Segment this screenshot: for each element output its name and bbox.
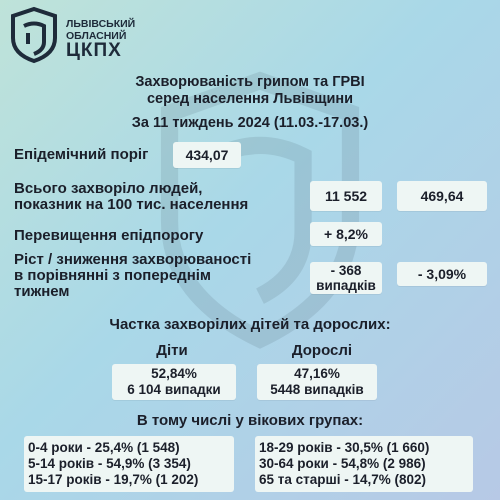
age-groups-adults: 18-29 років - 30,5% (1 660) 30-64 роки -… [255,436,473,492]
children-label: Діти [156,342,188,359]
threshold-label: Епідемічний поріг [14,146,149,163]
adults-percent: 47,16% [294,366,340,381]
threshold-value: 434,07 [173,142,241,168]
age-groups-heading: В тому числі у вікових групах: [136,412,364,429]
age-groups-children: 0-4 роки - 25,4% (1 548) 5-14 років - 54… [24,436,234,492]
title-line-3: За 11 тиждень 2024 (11.03.-17.03.) [131,115,369,131]
age-group-item: 15-17 років - 19,7% (1 202) [28,472,199,487]
total-count: 11 552 [310,181,382,211]
logo: ЛЬВІВСЬКИЙ ОБЛАСНИЙ ЦКПХ [8,6,168,64]
share-heading: Частка захворілих дітей та дорослих: [109,316,391,333]
children-share-box: 52,84% 6 104 випадки [112,364,236,400]
change-cases: - 368 випадків [310,262,382,294]
logo-org-name: ЛЬВІВСЬКИЙ ОБЛАСНИЙ [66,18,136,42]
age-group-item: 18-29 років - 30,5% (1 660) [259,440,430,455]
change-label: Ріст / зниження захворюваності в порівня… [14,251,252,300]
exceed-label: Перевищення епідпорогу [14,227,204,244]
exceed-value: + 8,2% [310,222,382,246]
adults-share-box: 47,16% 5448 випадків [257,364,377,400]
age-group-item: 5-14 років - 54,9% (3 354) [28,456,191,471]
total-label: Всього захворіло людей, показник на 100 … [14,180,249,213]
adults-cases: 5448 випадків [270,382,364,397]
age-group-item: 0-4 роки - 25,4% (1 548) [28,440,180,455]
background-shield-icon [160,71,360,349]
title-line-2: серед населення Львівщини [146,91,354,107]
children-cases: 6 104 випадки [127,382,221,397]
title-line-1: Захворюваність грипом та ГРВІ [135,74,365,90]
adults-label: Дорослі [291,342,353,359]
age-group-item: 30-64 роки - 54,8% (2 986) [259,456,426,471]
change-percent: - 3,09% [397,262,487,286]
total-rate: 469,64 [397,181,487,211]
age-group-item: 65 та старші - 14,7% (802) [259,472,427,487]
logo-shield-icon [11,6,57,64]
logo-acronym: ЦКПХ [66,40,122,61]
children-percent: 52,84% [151,366,197,381]
